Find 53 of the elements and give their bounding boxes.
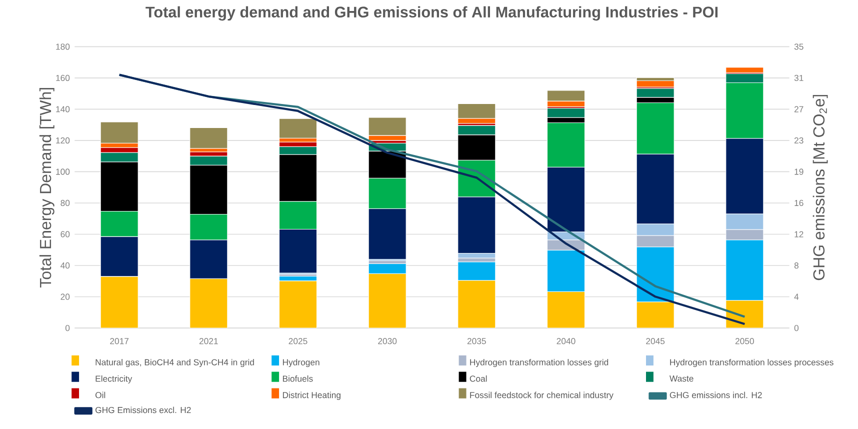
bar [278,118,318,138]
x-tick-label: 2040 [556,338,576,344]
legend-label: Hydrogen [282,358,320,368]
x-tick-label: 2021 [199,338,218,344]
bar [368,273,406,328]
y2-tick-label: 19 [794,168,804,175]
y-tick-label: 20 [60,294,70,300]
legend-label: Hydrogen transformation losses grid [470,358,608,368]
y2-tick-label: 31 [794,74,804,81]
y2-tick-label: 4 [794,294,799,300]
legend-label: GHG Emissions excl. H2 [96,406,191,414]
y-axis-title: Total Energy Demand [TWh] [39,88,54,288]
legend-label: Coal [470,375,487,382]
x-tick-label: 2017 [110,338,129,344]
legend-label: Fossil feedstock for chemical industry [470,392,614,400]
y-tick-label: 120 [56,137,70,144]
y2-tick-label: 35 [794,44,804,50]
y2-tick-label: 23 [794,137,804,144]
x-tick-label: 2030 [378,338,397,344]
bar [546,291,586,328]
legend-label: Biofuels [282,375,313,382]
y-tick-label: 40 [60,262,70,269]
y-tick-label: 180 [56,44,70,50]
bar [190,128,228,149]
legend-label: Oil [95,392,106,398]
x-tick-label: 2050 [735,338,754,344]
y2-tick-label: 27 [794,106,804,112]
bar [100,276,138,328]
y-tick-label: 60 [60,231,70,238]
legend-label: District Heating [282,392,340,400]
y2-tick-label: 12 [794,231,804,238]
bar [190,278,228,328]
bar [278,280,318,328]
legend-label: Electricity [96,375,132,384]
x-tick-label: 2025 [288,338,308,344]
y-tick-label: 100 [56,168,70,175]
y2-axis-title: GHG emissions [Mt CO$_{2}$e] [812,94,828,280]
y-tick-label: 80 [60,200,70,206]
bar [636,302,674,328]
legend-label: Waste [670,376,694,382]
legend-label: Natural gas, BioCH4 and Syn-CH4 in grid [96,358,254,368]
y-tick-label: 0 [65,324,70,332]
y2-tick-label: 8 [794,262,798,269]
legend-label: GHG emissions incl. H2 [670,392,762,398]
y2-tick-label: 0 [794,324,799,332]
legend-label: Hydrogen transformation losses processes [670,358,834,368]
x-tick-label: 2045 [646,338,665,344]
y-tick-label: 160 [56,74,70,81]
chart-title: Total energy demand and GHG emissions of All Manufacturing Industries - POI [146,6,718,21]
y2-tick-label: 16 [794,200,804,206]
bar [458,280,496,328]
y-tick-label: 140 [56,106,70,112]
x-tick-label: 2035 [467,338,486,344]
